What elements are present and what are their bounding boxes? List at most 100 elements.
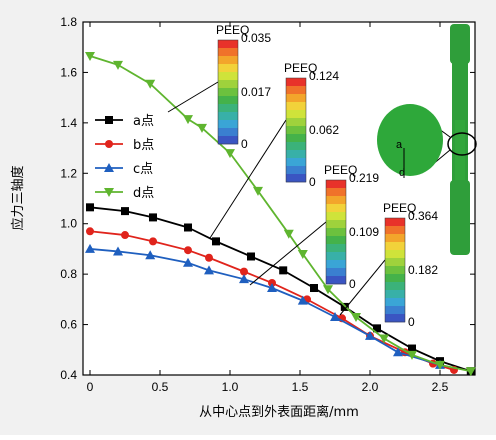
legend-marker	[105, 140, 113, 148]
colorbar-segment	[326, 260, 346, 269]
series-1-point	[310, 284, 318, 293]
inset-label-a: a	[396, 139, 403, 151]
series-2-point	[86, 227, 94, 236]
series-2-point	[149, 237, 157, 246]
series-3-point	[297, 295, 308, 305]
colorbar-segment	[218, 72, 238, 81]
colorbar-segment	[385, 282, 405, 291]
colorbar-segment	[286, 150, 306, 159]
colorbar-segment	[286, 134, 306, 143]
colorbar-segment	[218, 56, 238, 65]
series-1-point	[86, 203, 94, 212]
colorbar-segment	[385, 306, 405, 315]
series-4-point	[283, 229, 294, 239]
colorbar-segment	[326, 220, 346, 229]
colorbar-segment	[218, 120, 238, 129]
colorbar-segment	[326, 196, 346, 205]
y-tick-label: 1.0	[60, 217, 77, 231]
colorbar-segment	[218, 112, 238, 121]
colorbar-segment	[385, 258, 405, 267]
colorbar-outline	[285, 77, 307, 183]
series-2-point	[268, 278, 276, 287]
colorbar-segment	[326, 252, 346, 261]
y-tick-label: 1.4	[60, 116, 77, 130]
series-4-point	[183, 115, 193, 125]
colorbar-mid-label: 0.109	[349, 225, 379, 239]
colorbar-segment	[326, 188, 346, 197]
zoom-circle	[447, 132, 477, 156]
y-tick-label: 1.6	[60, 65, 77, 79]
axes: 0 0.5 1.0 1.5 2.0 2.5 0.4 0.6 0.8 1.0 1.2 1.4 1.6 1.8	[60, 15, 476, 394]
colorbar-segment	[385, 250, 405, 259]
y-axis-title: 应力三轴度	[10, 165, 26, 230]
colorbar-segment	[286, 174, 306, 183]
colorbar-segment	[286, 158, 306, 167]
series-layer	[85, 52, 476, 377]
series-4-point	[351, 313, 361, 323]
colorbar-leader-line	[167, 81, 219, 113]
colorbar-segment	[385, 298, 405, 307]
colorbar-segment	[218, 80, 238, 89]
specimen-head-bottom	[450, 180, 470, 255]
y-tick-label: 0.8	[60, 267, 77, 281]
series-4-point	[379, 334, 389, 344]
series-1-point	[408, 344, 416, 353]
x-tick-label: 0.5	[152, 380, 169, 394]
colorbar-segment	[385, 266, 405, 275]
colorbar-segment	[286, 102, 306, 111]
colorbar-segment	[286, 126, 306, 135]
colorbar-segment	[385, 274, 405, 283]
plot-frame	[82, 21, 476, 376]
colorbar-segment	[218, 48, 238, 57]
colorbar-max-label: 0.364	[408, 209, 438, 223]
series-4-point	[197, 123, 207, 133]
legend-marker	[104, 163, 114, 172]
legend: a点 b点 c点 d点	[95, 114, 154, 201]
specimen-head-top	[450, 24, 470, 64]
legend-label: c点	[133, 162, 153, 177]
y-tick-label: 1.2	[60, 166, 77, 180]
specimen-neck	[455, 120, 465, 180]
series-2-point	[184, 246, 192, 255]
section-ellipse	[377, 104, 443, 176]
colorbar-min-label: 0	[309, 175, 316, 189]
series-1-point	[121, 207, 129, 216]
colorbar-min-label: 0	[349, 277, 356, 291]
specimen-inset: a d	[377, 24, 477, 255]
colorbar-outline	[384, 217, 406, 323]
colorbar-segment	[326, 180, 346, 189]
series-2-point	[205, 253, 213, 262]
legend-label: d点	[133, 186, 154, 201]
legend-label: b点	[133, 138, 154, 153]
colorbar-segment	[385, 290, 405, 299]
colorbar-mid-label: 0.062	[309, 123, 339, 137]
series-1-point	[279, 266, 288, 275]
series-3-point	[365, 330, 375, 340]
series-4-point	[225, 149, 235, 159]
series-4-point	[465, 367, 476, 377]
x-tick-label: 1.0	[222, 380, 239, 394]
colorbar-title: PEEQ	[216, 23, 249, 37]
colorbar-segment	[326, 212, 346, 221]
series-1-point	[184, 223, 192, 232]
colorbar-title: PEEQ	[383, 201, 416, 215]
series-4-point	[435, 360, 445, 370]
colorbar-segment	[286, 86, 306, 95]
x-tick-label: 1.5	[292, 380, 309, 394]
series-3-point	[85, 243, 95, 253]
colorbar-segment	[385, 314, 405, 323]
series-3-point	[204, 265, 214, 275]
colorbar-segment	[326, 244, 346, 253]
colorbar-leader-line	[339, 259, 386, 316]
colorbar-segment	[385, 242, 405, 251]
series-3-point	[239, 274, 249, 284]
series-4-point	[323, 285, 333, 295]
series-4-point	[85, 52, 95, 62]
colorbars: PEEQ0.0350.0170PEEQ0.1240.0620PEEQ0.2190…	[167, 23, 438, 329]
x-tick-label: 2.5	[432, 380, 449, 394]
